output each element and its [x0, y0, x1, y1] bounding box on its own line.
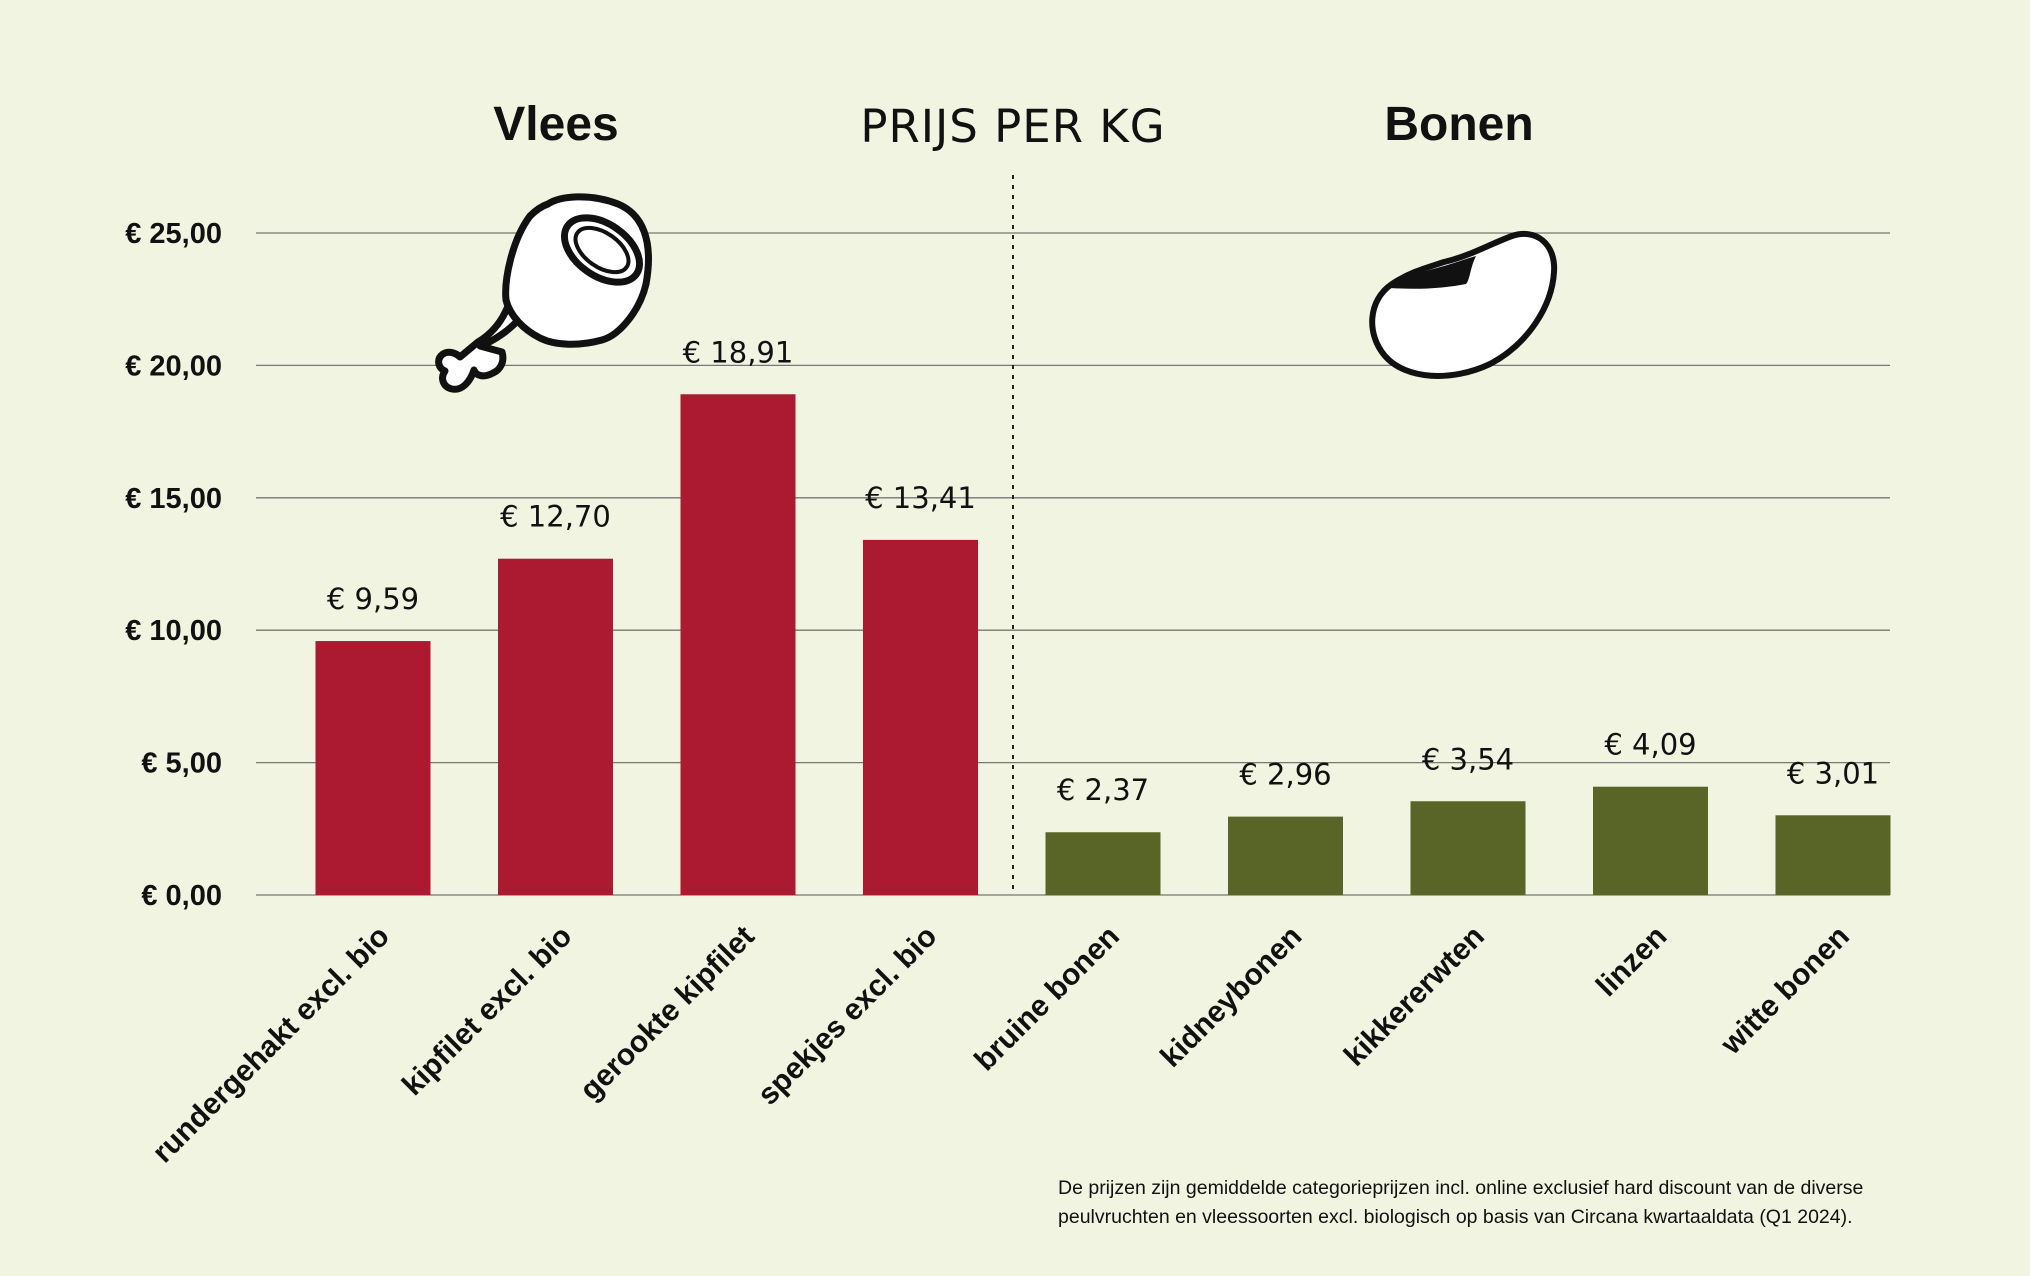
bar	[498, 558, 613, 895]
bar	[1228, 816, 1343, 895]
value-label: € 9,59	[327, 582, 419, 616]
value-label: € 18,91	[683, 335, 794, 369]
x-tick-label: witte bonen	[1714, 920, 1856, 1062]
value-label: € 3,01	[1787, 756, 1879, 790]
bars	[315, 394, 1891, 895]
bar	[1775, 815, 1891, 895]
bar	[1410, 801, 1526, 895]
y-tick-label: € 0,00	[141, 880, 222, 912]
y-tick-label: € 10,00	[125, 615, 222, 647]
y-tick-label: € 5,00	[141, 748, 222, 780]
x-tick-label: kikkererwten	[1338, 920, 1491, 1073]
bar	[1593, 786, 1708, 895]
bean-icon	[1369, 231, 1558, 379]
bar	[680, 394, 796, 895]
bar	[315, 641, 431, 895]
x-tick-label: kipfilet excl. bio	[396, 920, 578, 1102]
x-tick-label: linzen	[1590, 920, 1673, 1003]
value-labels: € 9,59 € 12,70 € 18,91 € 13,41 € 2,37 € 2,96 €…	[327, 335, 1879, 807]
group-label-beans: Bonen	[1384, 98, 1533, 151]
group-label-meat: Vlees	[493, 98, 618, 151]
y-tick-label: € 20,00	[125, 350, 222, 382]
x-tick-label: spekjes excl. bio	[751, 920, 943, 1112]
x-tick-label: bruine bonen	[968, 920, 1126, 1078]
footnote: De prijzen zijn gemiddelde categorieprij…	[1058, 1174, 2008, 1232]
x-tick-label: rundergehakt excl. bio	[146, 920, 396, 1170]
x-tick-label: gerookte kipfilet	[574, 920, 761, 1107]
footnote-line-2: peulvruchten en vleessoorten excl. biolo…	[1058, 1206, 1853, 1228]
y-tick-label: € 15,00	[125, 483, 222, 515]
chicken-leg-icon	[435, 193, 652, 393]
value-label: € 4,09	[1604, 728, 1696, 762]
x-tick-label: kidneybonen	[1154, 920, 1308, 1074]
y-axis-tick-labels: € 0,00 € 5,00 € 10,00 € 15,00 € 20,00 € 25,00	[125, 218, 222, 912]
value-label: € 2,96	[1239, 758, 1331, 792]
bar	[863, 539, 978, 895]
bar	[1045, 832, 1161, 895]
y-tick-label: € 25,00	[125, 218, 222, 250]
value-label: € 2,37	[1057, 773, 1149, 807]
chart-title: PRIJS PER KG	[860, 100, 1165, 153]
value-label: € 12,70	[500, 500, 611, 534]
footnote-line-1: De prijzen zijn gemiddelde categorieprij…	[1058, 1177, 1864, 1199]
value-label: € 13,41	[865, 481, 976, 515]
x-axis-category-labels: rundergehakt excl. bio kipfilet excl. bio…	[146, 920, 1856, 1170]
value-label: € 3,54	[1422, 742, 1514, 776]
